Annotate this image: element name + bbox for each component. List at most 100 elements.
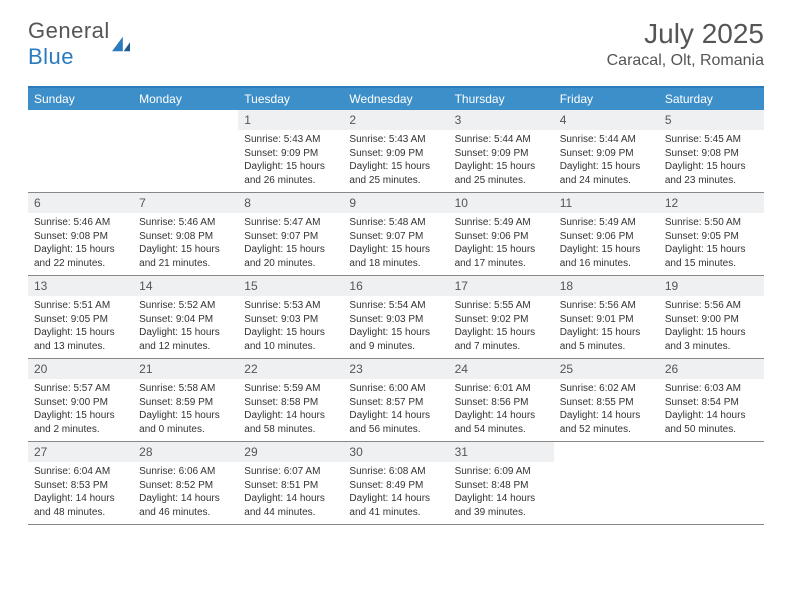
- daylight-line: Daylight: 14 hours and 46 minutes.: [139, 492, 232, 519]
- sunset-line: Sunset: 9:06 PM: [455, 230, 548, 244]
- daylight-line: Daylight: 15 hours and 25 minutes.: [455, 160, 548, 187]
- day-number: 28: [133, 442, 238, 462]
- logo: General Blue: [28, 18, 132, 70]
- day-cell: 28Sunrise: 6:06 AMSunset: 8:52 PMDayligh…: [133, 442, 238, 524]
- day-number: [659, 442, 764, 462]
- daylight-line: Daylight: 14 hours and 58 minutes.: [244, 409, 337, 436]
- day-cell: 15Sunrise: 5:53 AMSunset: 9:03 PMDayligh…: [238, 276, 343, 358]
- daylight-line: Daylight: 15 hours and 18 minutes.: [349, 243, 442, 270]
- sunrise-line: Sunrise: 5:50 AM: [665, 216, 758, 230]
- sunset-line: Sunset: 9:01 PM: [560, 313, 653, 327]
- day-cell: 9Sunrise: 5:48 AMSunset: 9:07 PMDaylight…: [343, 193, 448, 275]
- day-cell: 10Sunrise: 5:49 AMSunset: 9:06 PMDayligh…: [449, 193, 554, 275]
- day-cell: 4Sunrise: 5:44 AMSunset: 9:09 PMDaylight…: [554, 110, 659, 192]
- sunrise-line: Sunrise: 5:49 AM: [560, 216, 653, 230]
- daylight-line: Daylight: 15 hours and 16 minutes.: [560, 243, 653, 270]
- daylight-line: Daylight: 14 hours and 48 minutes.: [34, 492, 127, 519]
- day-cell: 25Sunrise: 6:02 AMSunset: 8:55 PMDayligh…: [554, 359, 659, 441]
- sunrise-line: Sunrise: 5:59 AM: [244, 382, 337, 396]
- day-cell: 13Sunrise: 5:51 AMSunset: 9:05 PMDayligh…: [28, 276, 133, 358]
- sunrise-line: Sunrise: 5:57 AM: [34, 382, 127, 396]
- calendar: SundayMondayTuesdayWednesdayThursdayFrid…: [28, 86, 764, 525]
- day-body: Sunrise: 6:00 AMSunset: 8:57 PMDaylight:…: [343, 379, 448, 440]
- sunset-line: Sunset: 9:00 PM: [34, 396, 127, 410]
- daylight-line: Daylight: 15 hours and 3 minutes.: [665, 326, 758, 353]
- sunset-line: Sunset: 9:07 PM: [244, 230, 337, 244]
- sunrise-line: Sunrise: 5:48 AM: [349, 216, 442, 230]
- weeks: 1Sunrise: 5:43 AMSunset: 9:09 PMDaylight…: [28, 110, 764, 525]
- day-number: 25: [554, 359, 659, 379]
- daylight-line: Daylight: 14 hours and 50 minutes.: [665, 409, 758, 436]
- daylight-line: Daylight: 15 hours and 13 minutes.: [34, 326, 127, 353]
- daylight-line: Daylight: 15 hours and 0 minutes.: [139, 409, 232, 436]
- sunrise-line: Sunrise: 6:00 AM: [349, 382, 442, 396]
- daylight-line: Daylight: 14 hours and 56 minutes.: [349, 409, 442, 436]
- daylight-line: Daylight: 15 hours and 25 minutes.: [349, 160, 442, 187]
- day-number: 5: [659, 110, 764, 130]
- sunset-line: Sunset: 9:09 PM: [244, 147, 337, 161]
- day-body: Sunrise: 6:07 AMSunset: 8:51 PMDaylight:…: [238, 462, 343, 523]
- day-cell: 11Sunrise: 5:49 AMSunset: 9:06 PMDayligh…: [554, 193, 659, 275]
- day-body: Sunrise: 5:44 AMSunset: 9:09 PMDaylight:…: [449, 130, 554, 191]
- sunset-line: Sunset: 9:03 PM: [349, 313, 442, 327]
- day-number: 30: [343, 442, 448, 462]
- sunrise-line: Sunrise: 5:43 AM: [349, 133, 442, 147]
- day-number: [554, 442, 659, 462]
- day-number: 2: [343, 110, 448, 130]
- sunrise-line: Sunrise: 5:43 AM: [244, 133, 337, 147]
- day-body: Sunrise: 5:52 AMSunset: 9:04 PMDaylight:…: [133, 296, 238, 357]
- logo-text: General Blue: [28, 18, 110, 70]
- sunrise-line: Sunrise: 5:55 AM: [455, 299, 548, 313]
- day-cell: [133, 110, 238, 192]
- day-cell: 16Sunrise: 5:54 AMSunset: 9:03 PMDayligh…: [343, 276, 448, 358]
- day-cell: 19Sunrise: 5:56 AMSunset: 9:00 PMDayligh…: [659, 276, 764, 358]
- day-body: Sunrise: 5:56 AMSunset: 9:00 PMDaylight:…: [659, 296, 764, 357]
- day-cell: 29Sunrise: 6:07 AMSunset: 8:51 PMDayligh…: [238, 442, 343, 524]
- day-number: [28, 110, 133, 130]
- day-cell: 5Sunrise: 5:45 AMSunset: 9:08 PMDaylight…: [659, 110, 764, 192]
- day-number: [133, 110, 238, 130]
- daylight-line: Daylight: 15 hours and 23 minutes.: [665, 160, 758, 187]
- day-body: Sunrise: 5:54 AMSunset: 9:03 PMDaylight:…: [343, 296, 448, 357]
- sunset-line: Sunset: 9:02 PM: [455, 313, 548, 327]
- day-number: 8: [238, 193, 343, 213]
- day-number: 6: [28, 193, 133, 213]
- day-cell: 31Sunrise: 6:09 AMSunset: 8:48 PMDayligh…: [449, 442, 554, 524]
- sunrise-line: Sunrise: 6:01 AM: [455, 382, 548, 396]
- day-cell: 20Sunrise: 5:57 AMSunset: 9:00 PMDayligh…: [28, 359, 133, 441]
- daylight-line: Daylight: 15 hours and 17 minutes.: [455, 243, 548, 270]
- sunset-line: Sunset: 8:51 PM: [244, 479, 337, 493]
- sunrise-line: Sunrise: 6:02 AM: [560, 382, 653, 396]
- logo-sail-icon: [110, 35, 132, 53]
- sunrise-line: Sunrise: 5:47 AM: [244, 216, 337, 230]
- sunset-line: Sunset: 8:52 PM: [139, 479, 232, 493]
- location: Caracal, Olt, Romania: [607, 52, 764, 70]
- weekday-header: Saturday: [659, 88, 764, 110]
- daylight-line: Daylight: 15 hours and 2 minutes.: [34, 409, 127, 436]
- sunset-line: Sunset: 8:53 PM: [34, 479, 127, 493]
- sunset-line: Sunset: 8:49 PM: [349, 479, 442, 493]
- sunset-line: Sunset: 9:05 PM: [34, 313, 127, 327]
- sunset-line: Sunset: 8:59 PM: [139, 396, 232, 410]
- sunrise-line: Sunrise: 5:56 AM: [665, 299, 758, 313]
- sunrise-line: Sunrise: 6:04 AM: [34, 465, 127, 479]
- sunset-line: Sunset: 9:05 PM: [665, 230, 758, 244]
- logo-word2: Blue: [28, 44, 74, 69]
- daylight-line: Daylight: 14 hours and 54 minutes.: [455, 409, 548, 436]
- day-number: 12: [659, 193, 764, 213]
- daylight-line: Daylight: 14 hours and 39 minutes.: [455, 492, 548, 519]
- week-row: 6Sunrise: 5:46 AMSunset: 9:08 PMDaylight…: [28, 193, 764, 276]
- weekday-header: Wednesday: [343, 88, 448, 110]
- day-number: 31: [449, 442, 554, 462]
- day-cell: 30Sunrise: 6:08 AMSunset: 8:49 PMDayligh…: [343, 442, 448, 524]
- sunset-line: Sunset: 8:57 PM: [349, 396, 442, 410]
- sunset-line: Sunset: 8:48 PM: [455, 479, 548, 493]
- weekday-row: SundayMondayTuesdayWednesdayThursdayFrid…: [28, 88, 764, 110]
- day-number: 24: [449, 359, 554, 379]
- day-cell: 17Sunrise: 5:55 AMSunset: 9:02 PMDayligh…: [449, 276, 554, 358]
- day-cell: 27Sunrise: 6:04 AMSunset: 8:53 PMDayligh…: [28, 442, 133, 524]
- day-body: Sunrise: 5:59 AMSunset: 8:58 PMDaylight:…: [238, 379, 343, 440]
- daylight-line: Daylight: 14 hours and 41 minutes.: [349, 492, 442, 519]
- day-body: Sunrise: 5:43 AMSunset: 9:09 PMDaylight:…: [238, 130, 343, 191]
- day-cell: 6Sunrise: 5:46 AMSunset: 9:08 PMDaylight…: [28, 193, 133, 275]
